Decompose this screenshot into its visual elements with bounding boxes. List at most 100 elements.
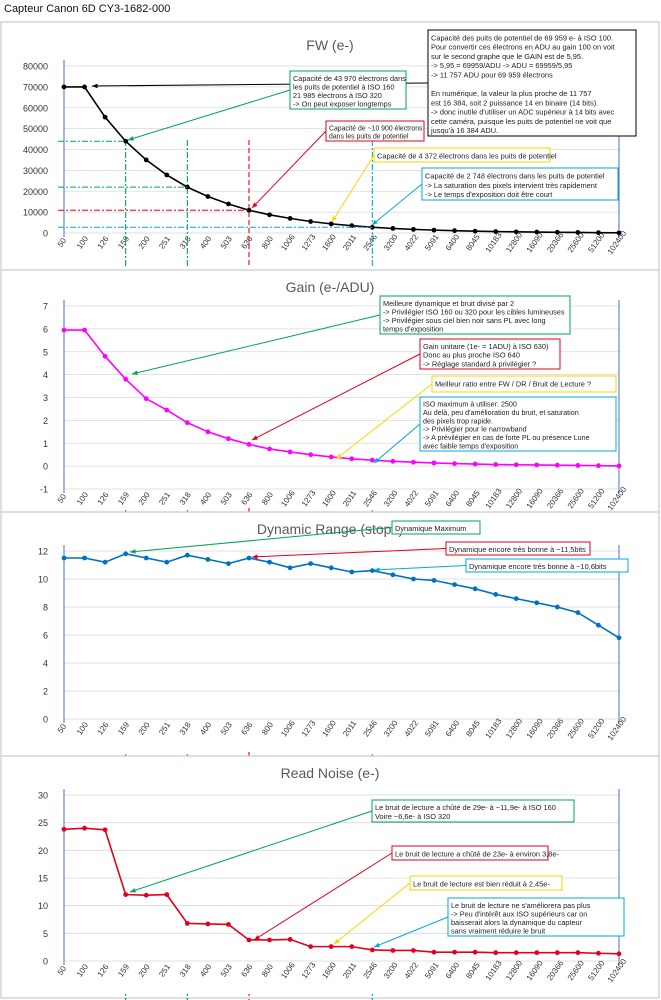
annotation-arrow bbox=[335, 383, 433, 460]
data-point bbox=[616, 635, 622, 641]
annotation-box bbox=[325, 120, 425, 142]
data-point bbox=[308, 219, 314, 224]
data-point bbox=[164, 172, 170, 178]
data-point bbox=[308, 452, 314, 458]
chart-title: FW (e-) bbox=[306, 37, 353, 53]
data-point bbox=[472, 228, 478, 234]
data-point bbox=[328, 944, 334, 950]
y-tick-label: 4 bbox=[43, 370, 48, 380]
annotation-text: sans vraiment réduire le bruit bbox=[451, 926, 545, 935]
annotation-text: temps d'exposition bbox=[383, 324, 443, 333]
data-point bbox=[143, 892, 149, 898]
data-point bbox=[554, 604, 560, 610]
data-point bbox=[431, 460, 437, 466]
data-point bbox=[452, 582, 457, 587]
annotation-arrowhead bbox=[128, 136, 134, 141]
annotation-arrowhead bbox=[332, 216, 337, 222]
annotation-arrowhead bbox=[132, 370, 138, 375]
data-point bbox=[390, 458, 396, 464]
annotation-arrow bbox=[251, 548, 447, 558]
annotation-text: Capacité de 4 372 électrons dans les pui… bbox=[377, 152, 557, 161]
annotation-text: -> donc inutile d'utiliser un ADC supéri… bbox=[431, 108, 615, 117]
annotation-arrowhead bbox=[334, 938, 340, 944]
y-tick-label: 0 bbox=[43, 462, 48, 472]
annotation-arrowhead bbox=[372, 219, 378, 225]
data-point bbox=[596, 622, 601, 628]
data-point bbox=[369, 457, 375, 463]
data-point bbox=[411, 459, 416, 465]
data-point bbox=[493, 592, 499, 597]
annotation-arrow bbox=[333, 882, 411, 945]
annotation-arrow bbox=[253, 852, 393, 941]
annotation-text: Capacité des puits de potentiel de 69 95… bbox=[431, 33, 613, 42]
data-point bbox=[472, 949, 478, 955]
annotation-box bbox=[419, 396, 617, 452]
annotation-arrowhead bbox=[252, 435, 258, 440]
data-point bbox=[226, 436, 231, 442]
annotation-box bbox=[445, 541, 591, 556]
annotation-arrowhead bbox=[92, 83, 98, 89]
y-tick-label: 10 bbox=[38, 901, 48, 911]
annotation-text: En numérique, la valeur la plus proche d… bbox=[431, 89, 592, 98]
data-point bbox=[246, 441, 252, 447]
data-point bbox=[267, 937, 272, 943]
annotation-text: -> La saturation des pixels intervient t… bbox=[425, 181, 597, 190]
annotation-text: cette caméra, puisque les puits de poten… bbox=[431, 117, 611, 126]
data-point bbox=[349, 569, 355, 575]
y-tick-label: 40000 bbox=[23, 145, 48, 155]
data-point bbox=[226, 201, 231, 207]
annotation-arrowhead bbox=[374, 457, 380, 463]
y-tick-label: 1 bbox=[43, 439, 48, 449]
data-point bbox=[123, 551, 129, 557]
annotation-arrowhead bbox=[252, 554, 258, 560]
annotation-text: Le bruit de lecture ne s'améliorera pas … bbox=[451, 901, 591, 910]
series-line bbox=[64, 329, 620, 467]
y-tick-label: 6 bbox=[43, 324, 48, 334]
data-point bbox=[493, 229, 499, 234]
data-point bbox=[246, 937, 252, 943]
data-point bbox=[513, 950, 519, 956]
annotation-arrow bbox=[129, 810, 373, 893]
annotation-box bbox=[465, 558, 629, 573]
data-point bbox=[554, 229, 560, 235]
data-point bbox=[102, 827, 108, 833]
annotation-text: -> A prévilégier en cas de forte PL ou p… bbox=[423, 434, 590, 442]
annotation-arrowhead bbox=[254, 935, 260, 940]
data-point bbox=[82, 327, 87, 333]
data-point bbox=[287, 215, 293, 221]
data-point bbox=[102, 353, 108, 359]
annotation-text: les puits de potentiel à ISO 160 bbox=[293, 82, 394, 91]
data-point bbox=[554, 950, 560, 956]
annotation-arrowhead bbox=[130, 549, 136, 554]
annotation-box bbox=[373, 147, 551, 163]
y-tick-label: 80000 bbox=[23, 62, 48, 72]
annotation-text: Au delà, peu d'amélioration du bruit, et… bbox=[423, 409, 579, 417]
data-point bbox=[513, 596, 519, 601]
chart-title: Dynamic Range (stops) bbox=[257, 521, 403, 537]
annotation-text: -> Privilégier pour le narrowband bbox=[423, 426, 527, 434]
y-tick-label: 0 bbox=[43, 957, 48, 967]
y-tick-label: 10000 bbox=[23, 208, 48, 218]
y-tick-label: 10 bbox=[38, 575, 48, 585]
annotation-box bbox=[447, 897, 625, 937]
data-point bbox=[431, 227, 437, 233]
annotation-text: Donc au plus proche ISO 640 bbox=[423, 351, 520, 360]
data-point bbox=[596, 230, 601, 236]
data-point bbox=[308, 561, 314, 566]
annotation-text: -> Peu d'intérêt aux ISO supérieurs car … bbox=[451, 909, 587, 918]
data-point bbox=[82, 825, 87, 831]
annotation-text: Pour convertir ces électrons en ADU au g… bbox=[431, 43, 615, 52]
annotation-arrowhead bbox=[374, 942, 380, 948]
annotation-arrowhead bbox=[252, 202, 258, 208]
data-point bbox=[226, 561, 231, 566]
data-point bbox=[369, 947, 375, 953]
annotation-box bbox=[421, 167, 619, 201]
data-point bbox=[431, 949, 437, 955]
data-point bbox=[267, 446, 272, 452]
data-point bbox=[452, 228, 457, 234]
data-point bbox=[82, 555, 87, 561]
annotation-text: ISO maximum à utiliser: 2500 bbox=[423, 401, 517, 409]
annotation-arrow bbox=[127, 89, 291, 141]
data-point bbox=[184, 420, 190, 426]
y-tick-label: 12 bbox=[38, 547, 48, 557]
